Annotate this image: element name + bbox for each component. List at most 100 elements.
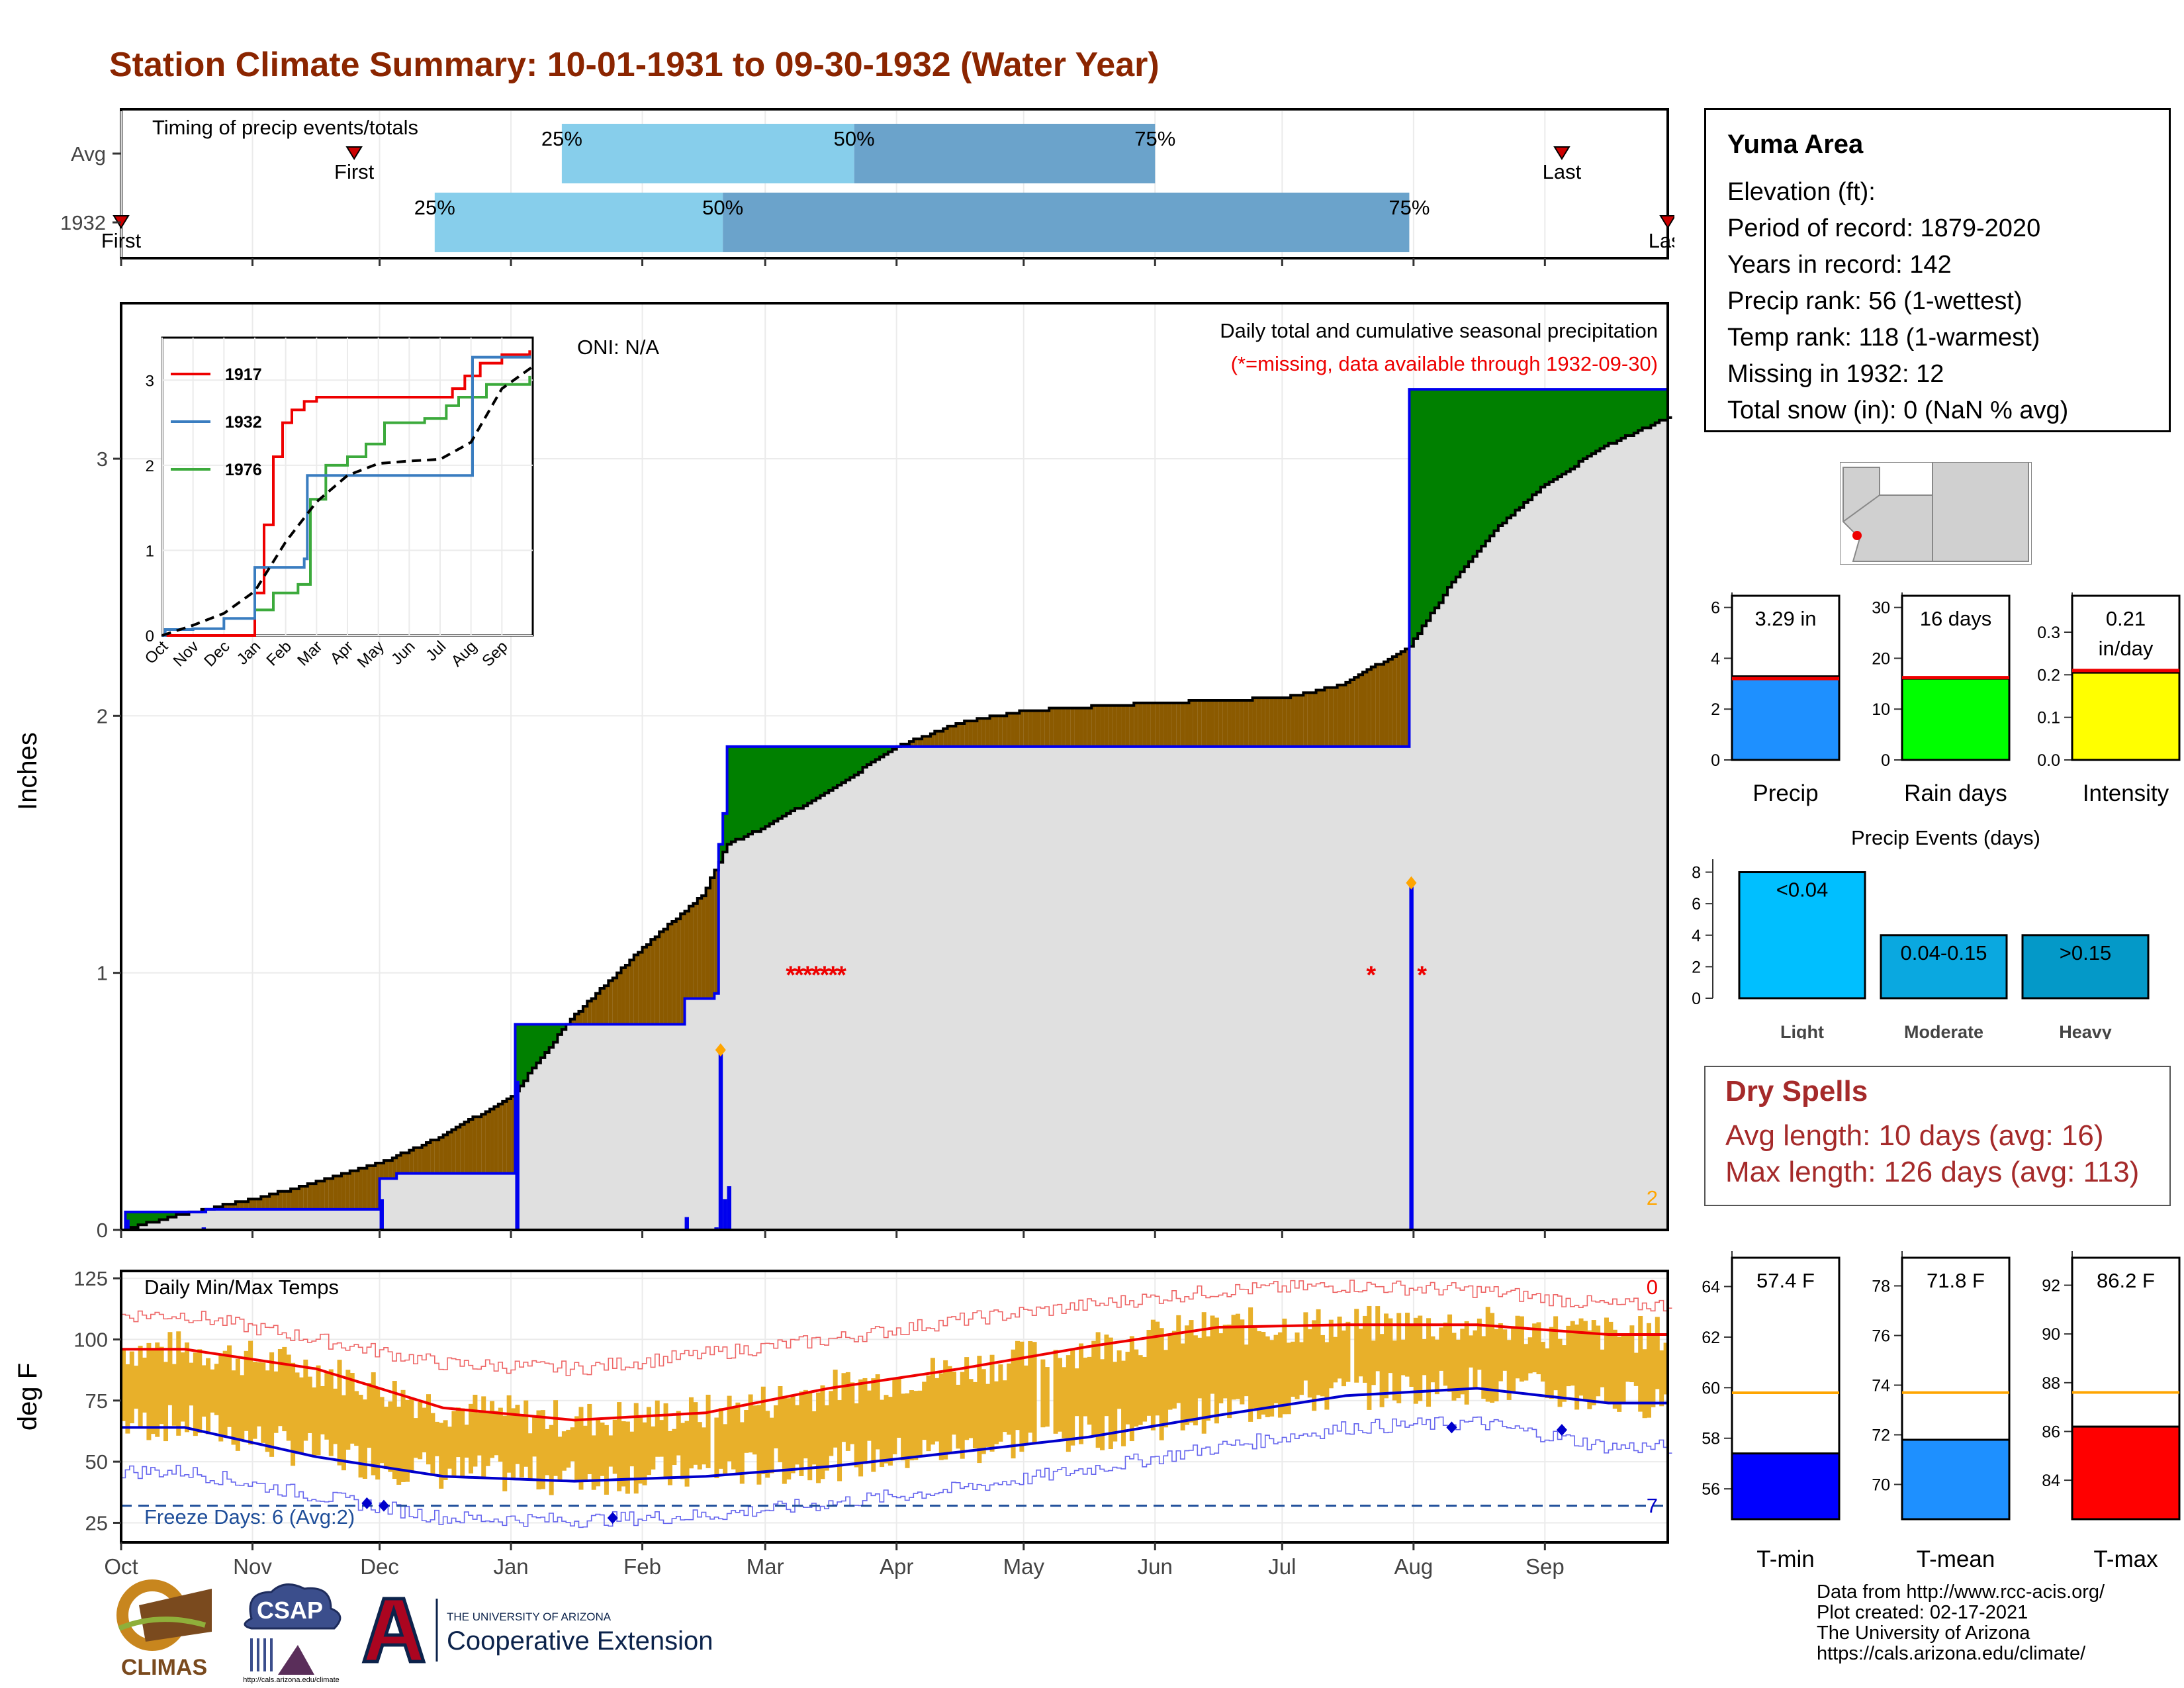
normal-fill-day [549, 1047, 554, 1230]
daily-temp-range [1231, 1315, 1236, 1400]
above-normal-fill [545, 1024, 550, 1053]
normal-fill-day [862, 767, 868, 1230]
daily-temp-range [269, 1352, 275, 1457]
below-normal-fill [511, 1096, 516, 1174]
normal-fill-day [1379, 664, 1385, 1230]
daily-temp-range [1341, 1330, 1346, 1387]
normal-max-line [121, 1323, 1668, 1422]
below-normal-fill [1333, 687, 1338, 747]
normal-fill-day [816, 798, 821, 1230]
daily-temp-range [553, 1400, 559, 1476]
normal-fill-day [1477, 551, 1482, 1230]
below-normal-fill [1206, 700, 1211, 747]
normal-fill-day [1176, 702, 1181, 1230]
normal-fill-day [1277, 698, 1283, 1230]
ua-logo: THE UNIVERSITY OF ARIZONA Cooperative Ex… [361, 1597, 713, 1664]
below-normal-fill [1358, 675, 1363, 747]
daily-temp-range [180, 1352, 185, 1422]
normal-fill-day [1515, 510, 1520, 1230]
timing-marker [345, 146, 363, 160]
temp-bars-chart: 56 58 60 62 64 57.4 F T-min 70 72 74 76 78 71.8 F T-m… [1702, 1251, 2181, 1572]
daily-temp-range [1591, 1320, 1596, 1405]
normal-fill-day [1023, 710, 1028, 1230]
below-normal-fill [379, 1163, 385, 1179]
daily-temp-range [1625, 1335, 1630, 1382]
normal-fill-day [1044, 710, 1050, 1230]
daily-temp-range [248, 1340, 253, 1445]
daily-temp-range [1460, 1329, 1465, 1395]
below-normal-fill [307, 1184, 312, 1209]
missing-marker: * [819, 962, 829, 990]
below-normal-fill [587, 1001, 592, 1025]
ua-small-text: THE UNIVERSITY OF ARIZONA [447, 1611, 612, 1623]
normal-fill-day [409, 1150, 414, 1230]
normal-fill-day [1125, 705, 1130, 1230]
daily-temp-range [354, 1391, 359, 1446]
normal-fill-day [672, 921, 677, 1230]
tempbar-value-label: 71.8 F [1927, 1269, 1985, 1292]
daily-temp-range [1659, 1350, 1664, 1407]
temp-ylabel: deg F [13, 1363, 42, 1430]
daily-temp-range [676, 1411, 681, 1456]
timing-pct-label: 75% [1388, 196, 1430, 219]
daily-temp-range [803, 1389, 808, 1459]
below-normal-fill [1023, 710, 1028, 747]
daily-temp-range [892, 1379, 897, 1454]
normal-fill-day [981, 718, 986, 1230]
normal-fill-day [1134, 702, 1139, 1230]
daily-temp-range [799, 1391, 804, 1476]
daily-temp-range [502, 1415, 508, 1491]
below-normal-fill [460, 1124, 465, 1174]
daily-temp-range [362, 1399, 367, 1479]
below-normal-fill [392, 1158, 397, 1179]
normal-fill-day [1291, 695, 1296, 1230]
below-normal-fill [256, 1199, 261, 1209]
daily-temp-range [1561, 1345, 1567, 1402]
below-normal-fill [582, 1006, 588, 1025]
below-normal-fill [303, 1186, 308, 1209]
below-normal-fill [1116, 705, 1122, 747]
normal-fill-day [960, 723, 965, 1230]
daily-temp-range [1235, 1313, 1240, 1399]
below-normal-fill [604, 986, 609, 1025]
normal-fill-day [1633, 433, 1639, 1230]
daily-temp-range [1066, 1355, 1071, 1452]
normal-fill-day [1273, 698, 1279, 1230]
below-normal-fill [998, 716, 1003, 747]
daily-temp-range [824, 1405, 829, 1471]
temp-chart: 25 50 75 100 125 Oct Nov Dec Jan Feb Mar Apr May Jun J… [13, 1267, 1672, 1579]
above-normal-fill [858, 746, 864, 773]
normal-fill-day [1108, 705, 1113, 1230]
climas-logo: CLIMAS [116, 1579, 212, 1680]
daily-temp-range [1490, 1313, 1495, 1403]
below-normal-fill [1015, 713, 1020, 747]
daily-temp-range [693, 1402, 698, 1465]
normal-fill-day [917, 739, 923, 1230]
below-normal-fill [439, 1137, 444, 1174]
below-normal-fill [400, 1152, 406, 1174]
daily-temp-range [1116, 1350, 1122, 1409]
below-normal-fill [227, 1204, 232, 1209]
daily-temp-range [1498, 1323, 1503, 1382]
timing-pct-label: 25% [541, 127, 582, 150]
normal-fill-day [261, 1196, 266, 1230]
daily-temp-range [409, 1398, 414, 1471]
summary-bar [2071, 671, 2181, 761]
daily-temp-range [515, 1405, 520, 1464]
daily-temp-range [1494, 1329, 1499, 1402]
normal-fill-day [684, 911, 690, 1230]
daily-temp-range [298, 1377, 304, 1454]
above-normal-fill [515, 1024, 520, 1092]
above-normal-fill [875, 746, 880, 760]
daily-temp-range [371, 1372, 376, 1476]
daily-temp-range [667, 1430, 672, 1485]
tempbar-ytick-label: 62 [1702, 1329, 1720, 1347]
normal-fill-day [240, 1201, 245, 1230]
daily-temp-range [439, 1423, 444, 1489]
daily-temp-range [705, 1394, 711, 1468]
normal-fill-day [811, 800, 817, 1230]
daily-temp-range [1502, 1329, 1508, 1371]
above-normal-fill [1502, 389, 1508, 524]
below-normal-fill [337, 1176, 342, 1209]
normal-fill-day [633, 955, 639, 1230]
